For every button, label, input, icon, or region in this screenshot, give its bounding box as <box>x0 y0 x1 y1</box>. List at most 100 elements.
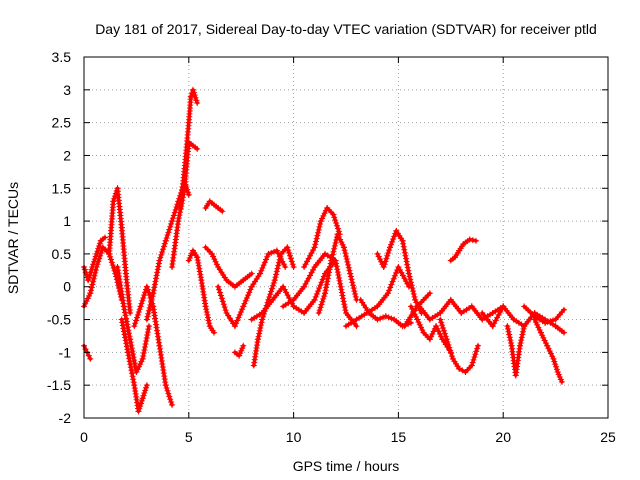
data-point-marker <box>280 261 287 268</box>
data-point-marker <box>151 281 158 288</box>
data-point-marker <box>301 283 308 290</box>
data-point-marker <box>157 254 164 261</box>
data-point-marker <box>469 237 476 244</box>
data-point-marker <box>137 303 144 310</box>
data-point-marker <box>331 214 338 221</box>
data-point-marker <box>231 323 238 330</box>
data-point-marker <box>390 236 397 243</box>
data-point-marker <box>447 347 454 354</box>
data-point-marker <box>133 317 140 324</box>
data-point-marker <box>92 253 99 260</box>
data-point-marker <box>88 284 95 291</box>
data-point-marker <box>131 357 138 364</box>
data-point-marker <box>338 286 345 293</box>
series-track-21 <box>343 264 412 330</box>
data-point-marker <box>135 309 142 316</box>
data-point-marker <box>203 309 210 316</box>
series-track-20 <box>315 231 360 316</box>
data-point-marker <box>492 317 499 324</box>
data-point-marker <box>545 345 552 352</box>
data-point-marker <box>220 301 227 308</box>
data-point-marker <box>519 331 526 338</box>
data-point-marker <box>504 325 511 332</box>
data-point-marker <box>328 257 335 264</box>
data-point-marker <box>560 329 567 336</box>
data-point-marker <box>289 261 296 268</box>
data-point-marker <box>442 333 449 340</box>
data-point-marker <box>290 264 297 271</box>
data-point-marker <box>139 297 146 304</box>
data-point-marker <box>152 278 159 285</box>
data-point-marker <box>345 264 352 271</box>
data-point-marker <box>150 290 157 297</box>
data-point-marker <box>194 257 201 264</box>
data-point-marker <box>269 285 276 292</box>
data-point-marker <box>165 229 172 236</box>
x-tick-label: 10 <box>286 429 302 445</box>
data-point-marker <box>375 253 382 260</box>
data-point-marker <box>126 333 133 340</box>
data-point-marker <box>265 250 272 257</box>
grid-lines <box>84 57 608 418</box>
data-point-marker <box>164 232 171 239</box>
data-point-marker <box>120 325 127 332</box>
data-point-marker <box>340 244 347 251</box>
data-point-marker <box>287 252 294 259</box>
data-point-marker <box>407 303 414 310</box>
series-track-28 <box>437 316 482 376</box>
data-point-marker <box>184 189 191 196</box>
data-point-marker <box>389 278 396 285</box>
data-point-marker <box>143 283 150 290</box>
data-point-marker <box>401 246 408 253</box>
data-point-marker <box>190 89 197 96</box>
data-point-marker <box>387 284 394 291</box>
data-point-marker <box>318 279 325 286</box>
data-point-marker <box>388 315 395 322</box>
data-point-marker <box>426 290 433 297</box>
data-point-marker <box>210 329 217 336</box>
data-point-marker <box>307 272 314 279</box>
data-point-marker <box>350 285 357 292</box>
data-point-marker <box>219 208 226 215</box>
data-point-marker <box>261 259 268 266</box>
data-point-marker <box>312 293 319 300</box>
data-point-marker <box>275 262 282 269</box>
data-point-marker <box>96 240 103 247</box>
series-track-25 <box>407 303 454 356</box>
series-track-13 <box>202 244 255 290</box>
data-point-marker <box>322 287 329 294</box>
data-point-marker <box>246 289 253 296</box>
series-track-31 <box>531 316 565 385</box>
data-point-marker <box>320 273 327 280</box>
data-point-marker <box>257 270 264 277</box>
data-point-marker <box>285 247 292 254</box>
data-point-marker <box>126 358 133 365</box>
data-point-marker <box>215 283 222 290</box>
data-point-marker <box>85 352 92 359</box>
data-point-marker <box>380 314 387 321</box>
data-point-marker <box>170 212 177 219</box>
data-point-marker <box>237 309 244 316</box>
data-point-marker <box>81 266 88 273</box>
series-track-17 <box>248 257 339 323</box>
data-point-marker <box>121 331 128 338</box>
data-point-marker <box>112 193 119 200</box>
data-point-marker <box>143 384 150 391</box>
data-point-marker <box>264 253 271 260</box>
data-point-marker <box>212 258 219 265</box>
data-point-marker <box>407 319 414 326</box>
data-point-marker <box>145 307 152 314</box>
data-point-marker <box>168 399 175 406</box>
data-point-marker <box>466 236 473 243</box>
data-point-marker <box>324 275 331 282</box>
data-point-marker <box>176 212 183 219</box>
data-point-marker <box>352 293 359 300</box>
data-point-marker <box>518 334 525 341</box>
data-point-marker <box>159 249 166 256</box>
data-point-marker <box>472 351 479 358</box>
data-point-marker <box>235 314 242 321</box>
data-point-marker <box>337 283 344 290</box>
data-point-marker <box>92 269 99 276</box>
data-point-marker <box>434 325 441 332</box>
data-point-marker <box>127 361 134 368</box>
